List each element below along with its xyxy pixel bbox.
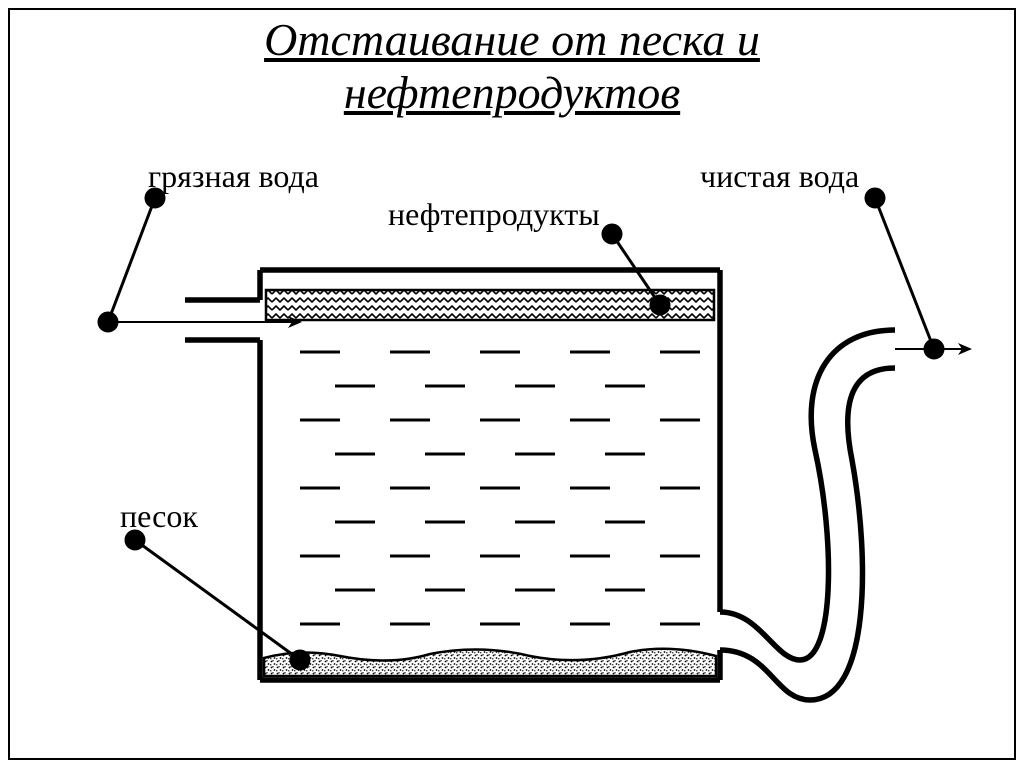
leaders: [99, 189, 943, 669]
water-dashes: [300, 352, 700, 624]
oil-layer: [266, 290, 714, 320]
outlet-pipe: [720, 330, 895, 700]
tank-outline: [260, 270, 720, 680]
inlet-pipe: [185, 300, 260, 340]
sand-layer: [264, 649, 716, 676]
diagram-svg: [0, 0, 1024, 768]
